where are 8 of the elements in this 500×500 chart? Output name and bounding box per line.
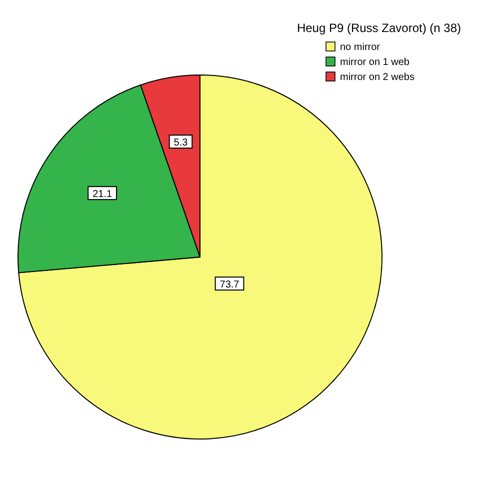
pie-slice: [18, 74, 382, 440]
legend-label: mirror on 1 web: [340, 57, 410, 68]
data-label: 21.1: [92, 189, 112, 200]
data-label: 73.7: [220, 280, 240, 291]
legend-title: Heug P9 (Russ Zavorot) (n 38): [296, 21, 462, 35]
legend-label: mirror on 2 webs: [340, 72, 414, 83]
legend-label: no mirror: [340, 42, 381, 53]
data-label: 5.3: [174, 138, 188, 149]
